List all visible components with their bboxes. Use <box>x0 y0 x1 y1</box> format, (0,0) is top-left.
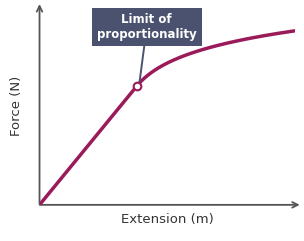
Text: Limit of
proportionality: Limit of proportionality <box>97 13 197 81</box>
Text: Force (N): Force (N) <box>10 76 23 136</box>
X-axis label: Extension (m): Extension (m) <box>121 213 214 226</box>
